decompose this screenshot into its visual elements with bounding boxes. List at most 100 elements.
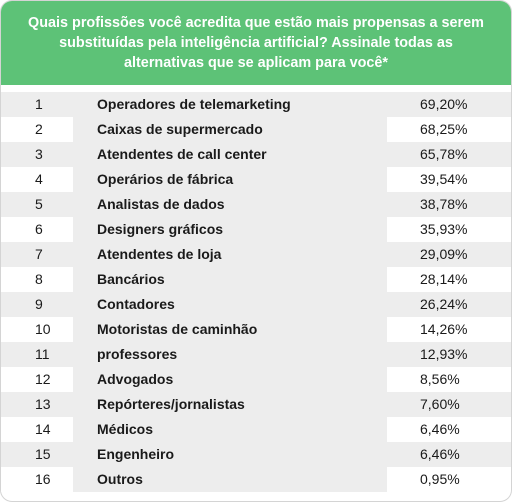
profession-name: Operários de fábrica [97, 171, 234, 187]
percentage-value: 14,26% [420, 321, 468, 337]
name-cell [73, 292, 387, 317]
profession-name: Médicos [97, 421, 154, 437]
profession-name: Analistas de dados [97, 196, 225, 212]
profession-name: Motoristas de caminhão [97, 321, 258, 337]
rank-cell [1, 117, 73, 142]
percentage-value: 69,20% [420, 96, 468, 112]
percentage-value: 8,56% [420, 371, 460, 387]
rank-cell [1, 142, 73, 167]
table-body: 1 Operadores de telemarketing 69,20% 2 Caixa… [1, 92, 511, 492]
profession-name: Operadores de telemarketing [97, 96, 291, 112]
rank: 7 [35, 246, 43, 262]
profession-name: Atendentes de call center [97, 146, 267, 162]
table-row: 3 Atendentes de call center 65,78% [1, 142, 511, 167]
name-cell [73, 117, 387, 142]
name-cell [73, 317, 387, 342]
table-row: 16 Outros 0,95% [1, 467, 511, 492]
table-row: 15 Engenheiro 6,46% [1, 442, 511, 467]
table-row: 7 Atendentes de loja 29,09% [1, 242, 511, 267]
rank: 12 [35, 371, 51, 387]
rank-cell [1, 392, 73, 417]
name-cell [73, 167, 387, 192]
name-cell [73, 242, 387, 267]
percentage-value: 35,93% [420, 221, 468, 237]
percentage-value: 28,14% [420, 271, 468, 287]
table-row: 8 Bancários 28,14% [1, 267, 511, 292]
table-row: 13 Repórteres/jornalistas 7,60% [1, 392, 511, 417]
rank: 13 [35, 396, 51, 412]
rank: 11 [35, 346, 50, 362]
table-row: 14 Médicos 6,46% [1, 417, 511, 442]
profession-name: Repórteres/jornalistas [97, 396, 245, 412]
name-cell [73, 442, 387, 467]
profession-name: Bancários [97, 271, 165, 287]
table-row: 5 Analistas de dados 38,78% [1, 192, 511, 217]
name-cell [73, 367, 387, 392]
percentage-value: 39,54% [420, 171, 468, 187]
profession-name: Contadores [97, 296, 175, 312]
table-row: 1 Operadores de telemarketing 69,20% [1, 92, 511, 117]
rank: 3 [35, 146, 43, 162]
profession-name: Atendentes de loja [97, 246, 222, 262]
rank: 5 [35, 196, 43, 212]
percentage-value: 68,25% [420, 121, 468, 137]
percentage-value: 6,46% [420, 421, 460, 437]
rank: 4 [35, 171, 43, 187]
rank: 10 [35, 321, 51, 337]
profession-name: Caixas de supermercado [97, 121, 263, 137]
rank-cell [1, 317, 73, 342]
name-cell [73, 467, 387, 492]
rank-cell [1, 92, 73, 117]
percentage-value: 7,60% [420, 396, 460, 412]
name-cell [73, 217, 387, 242]
table-row: 12 Advogados 8,56% [1, 367, 511, 392]
name-cell [73, 342, 387, 367]
percentage-value: 38,78% [420, 196, 468, 212]
name-cell [73, 417, 387, 442]
name-cell [73, 192, 387, 217]
percentage-value: 6,46% [420, 446, 460, 462]
rank: 8 [35, 271, 43, 287]
table-row: 10 Motoristas de caminhão 14,26% [1, 317, 511, 342]
table-row: 9 Contadores 26,24% [1, 292, 511, 317]
rank-cell [1, 267, 73, 292]
table-title: Quais profissões você acredita que estão… [28, 15, 484, 71]
rank-cell [1, 292, 73, 317]
rank: 2 [35, 121, 43, 137]
percentage-value: 12,93% [420, 346, 468, 362]
rank-cell [1, 467, 73, 492]
rank-cell [1, 217, 73, 242]
profession-name: Advogados [97, 371, 174, 387]
profession-name: Designers gráficos [97, 221, 224, 237]
rank-cell [1, 167, 73, 192]
name-cell [73, 92, 387, 117]
table-row: 4 Operários de fábrica 39,54% [1, 167, 511, 192]
table-row: 11 professores 12,93% [1, 342, 511, 367]
rank: 15 [35, 446, 51, 462]
name-cell [73, 267, 387, 292]
rank-cell [1, 192, 73, 217]
profession-name: professores [97, 346, 178, 362]
rank-cell [1, 442, 73, 467]
profession-name: Outros [97, 471, 143, 487]
table-row: 6 Designers gráficos 35,93% [1, 217, 511, 242]
name-cell [73, 142, 387, 167]
rank-cell [1, 367, 73, 392]
rank: 6 [35, 221, 43, 237]
percentage-value: 26,24% [420, 296, 468, 312]
table-row: 2 Caixas de supermercado 68,25% [1, 117, 511, 142]
percentage-value: 0,95% [420, 471, 460, 487]
rank-cell [1, 417, 73, 442]
rank: 14 [35, 421, 51, 437]
table-header: Quais profissões você acredita que estão… [1, 1, 511, 85]
rank-cell [1, 342, 73, 367]
percentage-value: 65,78% [420, 146, 468, 162]
rank: 9 [35, 296, 43, 312]
rank: 1 [35, 96, 43, 112]
rank-cell [1, 242, 73, 267]
percentage-value: 29,09% [420, 246, 468, 262]
name-cell [73, 392, 387, 417]
profession-name: Engenheiro [97, 446, 175, 462]
rank: 16 [35, 471, 51, 487]
